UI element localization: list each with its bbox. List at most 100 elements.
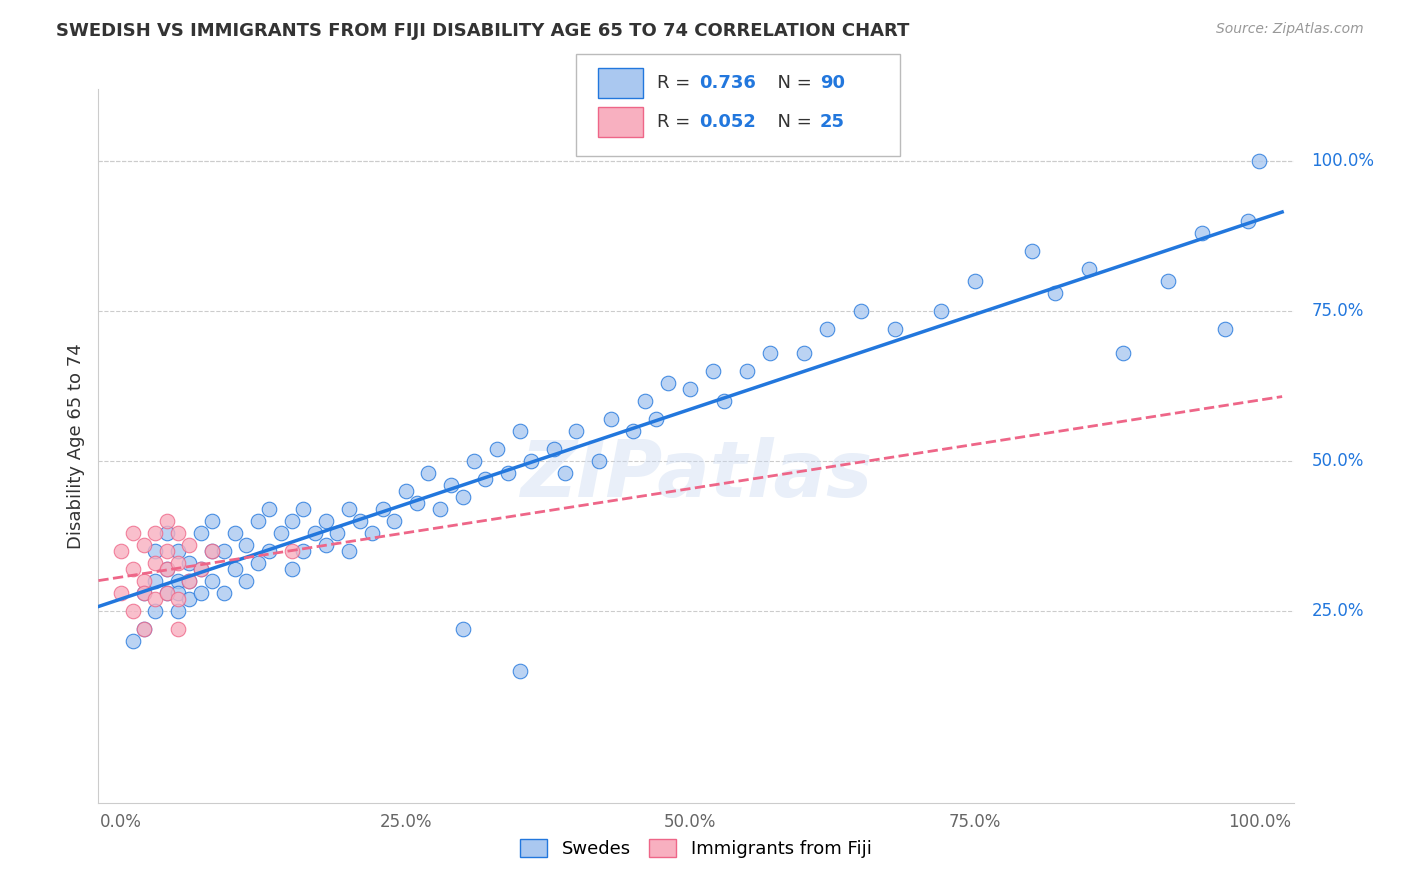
Point xyxy=(485,442,508,456)
Point xyxy=(179,556,201,570)
Point xyxy=(713,394,735,409)
Point xyxy=(292,502,315,516)
Point xyxy=(132,538,155,552)
Point xyxy=(167,586,190,600)
Point xyxy=(235,574,257,588)
Point xyxy=(634,394,657,409)
Point xyxy=(167,604,190,618)
Point xyxy=(360,525,382,540)
Point xyxy=(315,538,337,552)
Point xyxy=(121,562,143,576)
Point xyxy=(292,544,315,558)
Point xyxy=(1237,214,1260,228)
Point xyxy=(156,562,179,576)
Text: Source: ZipAtlas.com: Source: ZipAtlas.com xyxy=(1216,22,1364,37)
Point xyxy=(1213,322,1236,336)
Point xyxy=(884,322,907,336)
Point xyxy=(179,574,201,588)
Point xyxy=(281,562,304,576)
Point xyxy=(212,544,235,558)
Point xyxy=(657,376,679,390)
Point xyxy=(679,382,702,396)
Point xyxy=(429,502,451,516)
Point xyxy=(1112,346,1135,360)
Text: SWEDISH VS IMMIGRANTS FROM FIJI DISABILITY AGE 65 TO 74 CORRELATION CHART: SWEDISH VS IMMIGRANTS FROM FIJI DISABILI… xyxy=(56,22,910,40)
Point xyxy=(235,538,257,552)
Point xyxy=(190,586,212,600)
Text: 25: 25 xyxy=(820,113,845,131)
Point xyxy=(371,502,394,516)
Point xyxy=(349,514,371,528)
Point xyxy=(201,514,224,528)
Point xyxy=(315,514,337,528)
Point xyxy=(257,544,280,558)
Point xyxy=(121,525,143,540)
Point xyxy=(156,514,179,528)
Point xyxy=(132,586,155,600)
Text: 100.0%: 100.0% xyxy=(1312,153,1375,170)
Point xyxy=(201,574,224,588)
Text: ZIPatlas: ZIPatlas xyxy=(520,436,872,513)
Point xyxy=(281,544,304,558)
Text: N =: N = xyxy=(766,74,818,92)
Point xyxy=(132,622,155,636)
Point xyxy=(509,664,531,678)
Text: 25.0%: 25.0% xyxy=(1312,602,1364,620)
Point xyxy=(132,622,155,636)
Point xyxy=(463,454,485,468)
Point xyxy=(337,502,360,516)
Point xyxy=(395,483,418,498)
Point xyxy=(1043,286,1066,301)
Point xyxy=(565,424,588,438)
Text: N =: N = xyxy=(766,113,818,131)
Y-axis label: Disability Age 65 to 74: Disability Age 65 to 74 xyxy=(66,343,84,549)
Point xyxy=(212,586,235,600)
Point xyxy=(929,304,952,318)
Point xyxy=(1077,262,1099,277)
Point xyxy=(246,514,269,528)
Point xyxy=(156,586,179,600)
Point xyxy=(167,591,190,606)
Point xyxy=(1021,244,1043,259)
Point xyxy=(270,525,292,540)
Point xyxy=(406,496,429,510)
Point xyxy=(143,556,166,570)
Point xyxy=(543,442,565,456)
Point xyxy=(793,346,815,360)
Point xyxy=(963,274,986,288)
Point xyxy=(167,544,190,558)
Text: R =: R = xyxy=(657,113,696,131)
Point xyxy=(190,525,212,540)
Point xyxy=(156,586,179,600)
Point xyxy=(520,454,543,468)
Point xyxy=(702,364,724,378)
Point xyxy=(121,633,143,648)
Point xyxy=(281,514,304,528)
Point xyxy=(326,525,349,540)
Point xyxy=(167,574,190,588)
Point xyxy=(257,502,280,516)
Point xyxy=(167,525,190,540)
Point xyxy=(418,466,440,480)
Point xyxy=(509,424,531,438)
Point xyxy=(382,514,405,528)
Point xyxy=(588,454,610,468)
Point xyxy=(735,364,758,378)
Point xyxy=(132,574,155,588)
Point xyxy=(224,562,246,576)
Point xyxy=(179,538,201,552)
Point xyxy=(201,544,224,558)
Point xyxy=(121,604,143,618)
Point xyxy=(246,556,269,570)
Point xyxy=(190,562,212,576)
Point xyxy=(1157,274,1180,288)
Point xyxy=(156,544,179,558)
Point xyxy=(849,304,872,318)
Point xyxy=(110,544,132,558)
Point xyxy=(440,478,463,492)
Legend: Swedes, Immigrants from Fiji: Swedes, Immigrants from Fiji xyxy=(513,831,879,865)
Point xyxy=(224,525,246,540)
Point xyxy=(190,562,212,576)
Point xyxy=(179,574,201,588)
Point xyxy=(621,424,644,438)
